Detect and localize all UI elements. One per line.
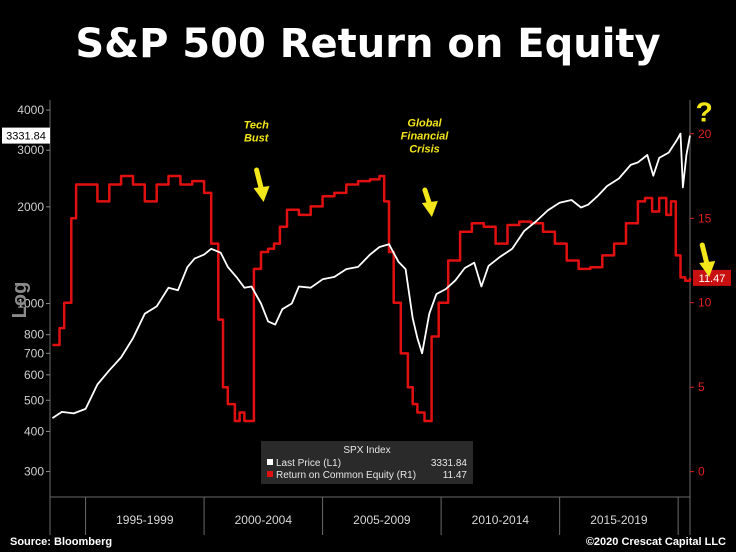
annotation-text: Global [407,118,442,130]
last-roe-box [693,269,731,286]
right-axis: 0 5 10 15 20 11.47 [690,127,731,479]
annotation-text: Bust [244,133,270,145]
copyright-note: ©2020 Crescat Capital LLC [586,536,726,548]
right-tick-label: 5 [698,380,705,394]
x-category-label: 1995-1999 [116,513,174,527]
left-tick-label: 4000 [17,103,44,117]
right-tick-label: 15 [698,211,712,225]
legend-series-name: Last Price (L1) [276,458,341,469]
forecast-arrow-head [699,261,716,277]
left-tick-label: 700 [24,346,44,360]
right-tick-label: 20 [698,127,712,141]
annotation-text: Tech [244,120,270,132]
legend-series-value: 11.47 [443,470,468,481]
legend-series-name: Return on Common Equity (R1) [276,470,416,481]
series-layer [51,132,692,423]
y-axis-label: Log [9,282,31,319]
price-series-line [51,132,691,419]
left-tick-label: 800 [24,328,44,342]
chart-title: S&P 500 Return on Equity [75,21,660,67]
left-tick-label: 600 [24,368,44,382]
roe-series-line [52,174,692,423]
x-category-label: 2005-2009 [353,513,411,527]
x-category-label: 2000-2004 [235,513,293,527]
legend-box [261,441,473,484]
left-tick-label: 500 [24,393,44,407]
forecast-arrow-shaft [699,242,710,268]
legend-series-value: 3331.84 [431,458,468,469]
left-tick-label: 300 [24,465,44,479]
left-tick-label: 1000 [17,297,44,311]
plot-frame [49,100,691,535]
legend-swatch [267,471,273,477]
crisis-arrow-head [421,201,438,217]
source-note: Source: Bloomberg [10,536,112,548]
tech-bust-arrow-head [253,186,270,202]
annotation-text: Financial [401,131,450,143]
last-price-value: 3331.84 [6,131,46,143]
legend-swatch [267,459,273,465]
x-category-label: 2010-2014 [472,513,530,527]
left-tick-label: 2000 [17,200,44,214]
left-tick-label: 400 [24,424,44,438]
last-roe-value: 11.47 [699,273,726,285]
left-axis: 300 400 500 600 700 800 1000 2000 3000 4000 3331.8… [2,103,50,479]
x-category-label: 2015-2019 [590,513,648,527]
right-tick-label: 10 [698,296,712,310]
tech-bust-arrow-shaft [254,167,265,193]
right-tick-label: 0 [698,465,705,479]
annotation-text: Crisis [409,144,440,156]
last-price-box [2,127,50,144]
legend-title: SPX Index [343,445,390,456]
x-axis: 1995-1999 2000-2004 2005-2009 2010-2014 2015… [85,497,679,535]
left-tick-label: 3000 [17,143,44,157]
question-mark-annotation: ? [696,96,713,127]
